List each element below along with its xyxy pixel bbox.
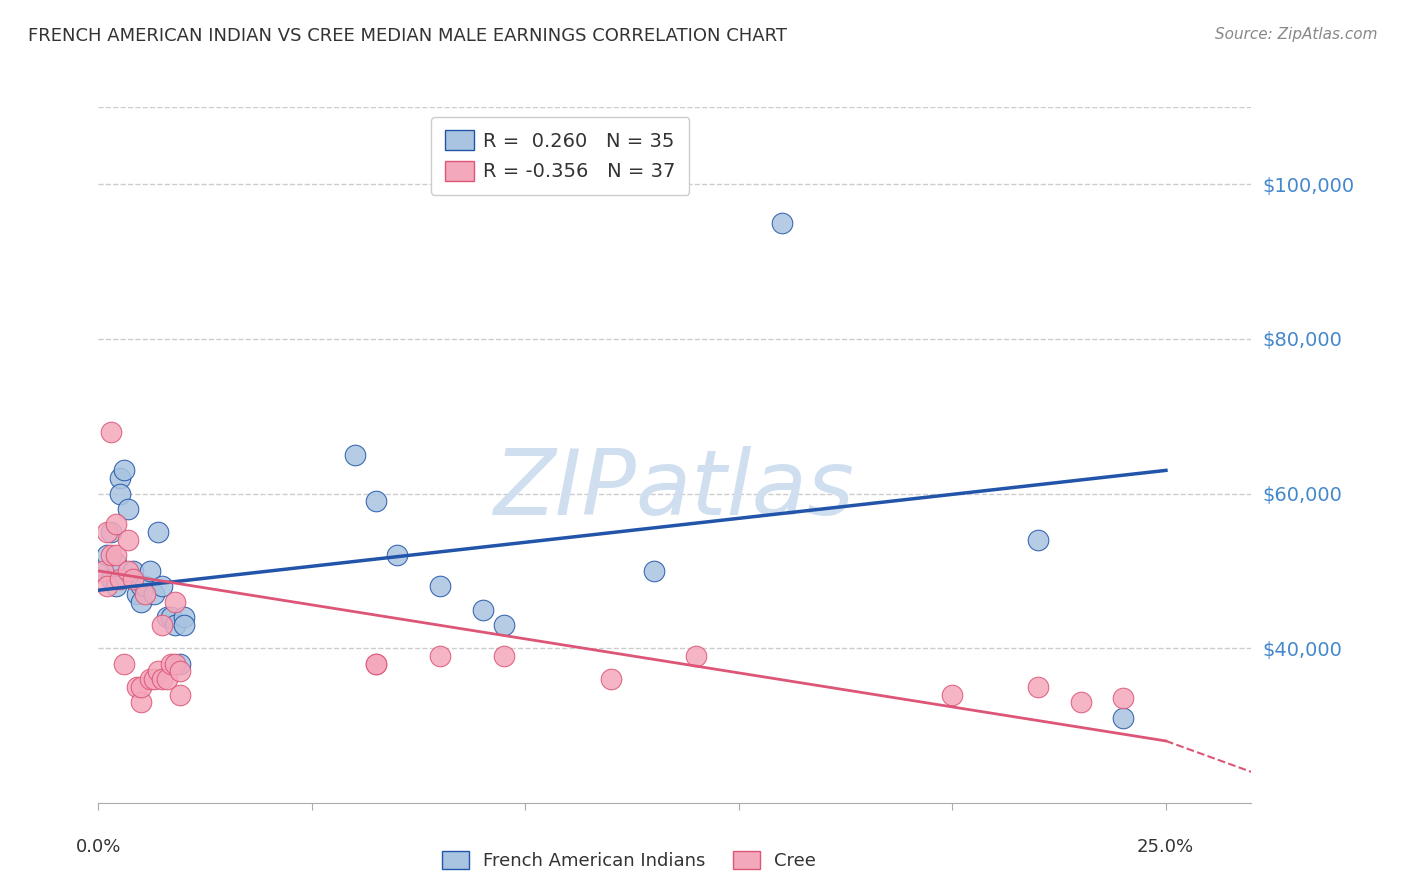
Point: [112, 657, 135, 671]
Point: [169, 657, 191, 671]
Point: [91, 564, 114, 578]
Point: [129, 680, 152, 694]
Point: [152, 579, 174, 593]
Point: [165, 657, 187, 671]
Point: [108, 572, 131, 586]
Point: [152, 672, 174, 686]
Point: [364, 657, 387, 671]
Point: [770, 216, 793, 230]
Point: [471, 602, 494, 616]
Text: 25.0%: 25.0%: [1136, 838, 1194, 855]
Point: [156, 672, 179, 686]
Point: [494, 648, 516, 663]
Point: [169, 665, 191, 679]
Point: [941, 688, 963, 702]
Point: [364, 657, 387, 671]
Point: [1026, 533, 1049, 547]
Text: 0.0%: 0.0%: [76, 838, 121, 855]
Point: [165, 618, 187, 632]
Point: [148, 665, 170, 679]
Point: [387, 549, 409, 563]
Point: [152, 618, 174, 632]
Point: [104, 556, 127, 570]
Point: [96, 549, 118, 563]
Point: [429, 579, 451, 593]
Point: [599, 672, 621, 686]
Point: [494, 618, 516, 632]
Point: [173, 618, 195, 632]
Point: [129, 595, 152, 609]
Point: [142, 672, 165, 686]
Point: [165, 595, 187, 609]
Text: ZIPatlas: ZIPatlas: [495, 446, 855, 533]
Point: [129, 579, 152, 593]
Point: [160, 610, 183, 624]
Point: [104, 517, 127, 532]
Point: [117, 564, 139, 578]
Point: [108, 471, 131, 485]
Point: [156, 610, 179, 624]
Point: [1112, 691, 1135, 706]
Point: [169, 688, 191, 702]
Point: [112, 463, 135, 477]
Point: [173, 610, 195, 624]
Text: Source: ZipAtlas.com: Source: ZipAtlas.com: [1215, 27, 1378, 42]
Point: [117, 533, 139, 547]
Point: [108, 486, 131, 500]
Point: [91, 564, 114, 578]
Point: [685, 648, 707, 663]
Point: [1026, 680, 1049, 694]
Point: [121, 572, 143, 586]
Point: [100, 525, 122, 540]
Legend: French American Indians, Cree: French American Indians, Cree: [434, 844, 823, 877]
Text: FRENCH AMERICAN INDIAN VS CREE MEDIAN MALE EARNINGS CORRELATION CHART: FRENCH AMERICAN INDIAN VS CREE MEDIAN MA…: [28, 27, 787, 45]
Point: [142, 587, 165, 601]
Point: [129, 695, 152, 709]
Point: [96, 525, 118, 540]
Point: [160, 657, 183, 671]
Point: [1070, 695, 1092, 709]
Point: [1112, 711, 1135, 725]
Point: [100, 425, 122, 439]
Point: [134, 579, 156, 593]
Point: [121, 564, 143, 578]
Point: [104, 549, 127, 563]
Point: [364, 494, 387, 508]
Point: [100, 549, 122, 563]
Point: [343, 448, 366, 462]
Point: [643, 564, 665, 578]
Point: [134, 587, 156, 601]
Point: [138, 564, 160, 578]
Point: [100, 572, 122, 586]
Point: [138, 672, 160, 686]
Point: [96, 579, 118, 593]
Point: [104, 579, 127, 593]
Point: [117, 502, 139, 516]
Point: [429, 648, 451, 663]
Point: [125, 587, 148, 601]
Point: [125, 680, 148, 694]
Point: [148, 525, 170, 540]
